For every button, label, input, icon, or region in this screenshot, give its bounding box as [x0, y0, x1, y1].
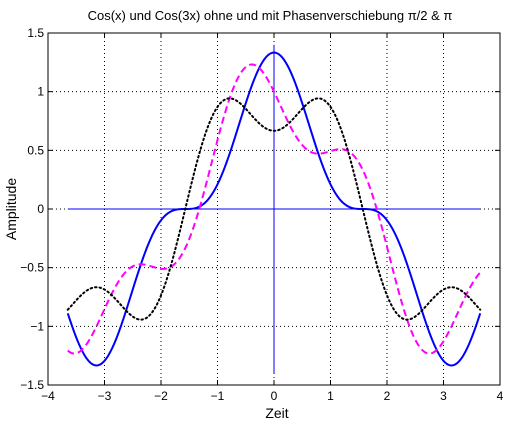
y-tick-label: −0.5 — [20, 261, 44, 275]
reference-lines — [67, 44, 481, 374]
axis-ticks — [47, 32, 501, 386]
x-tick-label: −2 — [154, 389, 168, 403]
x-tick-labels: −4 −3 −2 −1 0 1 2 3 4 — [41, 389, 504, 403]
x-tick-label: −1 — [211, 389, 225, 403]
series-line-dashed-magenta — [67, 63, 481, 355]
y-axis-label: Amplitude — [3, 178, 19, 240]
y-tick-labels: −1.5 −1 −0.5 0 0.5 1 1.5 — [20, 26, 44, 392]
chart-title: Cos(x) und Cos(3x) ohne und mit Phasenve… — [88, 8, 453, 23]
y-tick-label: 0 — [37, 202, 44, 216]
x-tick-label: 2 — [384, 389, 391, 403]
x-tick-label: −3 — [98, 389, 112, 403]
y-tick-label: −1.5 — [20, 378, 44, 392]
series-line-solid-blue — [66, 51, 482, 367]
x-tick-label: 1 — [327, 389, 334, 403]
series-line-dotted-black — [66, 97, 482, 321]
x-axis-label: Zeit — [265, 405, 288, 421]
y-tick-label: 0.5 — [27, 143, 44, 157]
y-tick-label: 1 — [37, 85, 44, 99]
x-tick-label: 0 — [271, 389, 278, 403]
x-tick-label: 4 — [497, 389, 504, 403]
series-group — [66, 51, 482, 367]
x-tick-label: 3 — [440, 389, 447, 403]
y-tick-label: −1 — [30, 319, 44, 333]
y-tick-label: 1.5 — [27, 26, 44, 40]
x-tick-label: −4 — [41, 389, 55, 403]
